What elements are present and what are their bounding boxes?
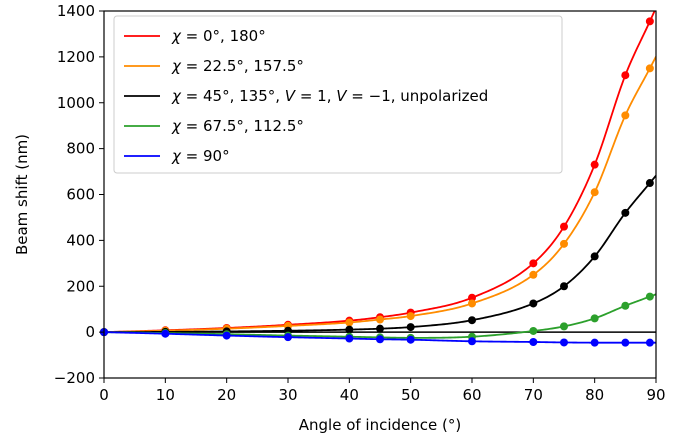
x-tick-label: 60 — [462, 386, 481, 404]
legend-label: χ = 90° — [171, 147, 230, 165]
data-point — [590, 160, 599, 169]
data-point — [645, 17, 654, 26]
legend-item: χ = 90° — [124, 147, 230, 165]
series-layer — [100, 11, 656, 347]
x-tick-label: 90 — [646, 386, 665, 404]
data-point — [645, 292, 654, 301]
legend: χ = 0°, 180° χ = 22.5°, 157.5° χ = 45°, 13… — [113, 15, 563, 174]
series-2 — [100, 56, 656, 337]
data-point — [161, 329, 170, 338]
legend-item: χ = 67.5°, 112.5° — [124, 117, 304, 135]
y-tick-label: 1000 — [57, 94, 95, 112]
data-point — [529, 326, 538, 335]
x-tick-label: 20 — [217, 386, 236, 404]
x-axis-label: Angle of incidence (°) — [299, 416, 461, 434]
data-point — [406, 312, 415, 321]
data-point — [529, 259, 538, 268]
x-tick-label: 0 — [99, 386, 109, 404]
y-tick-label: −200 — [54, 369, 95, 387]
series-line — [104, 175, 656, 334]
data-point — [345, 318, 354, 327]
data-point — [376, 324, 384, 333]
data-point — [406, 335, 415, 344]
y-tick-label: 0 — [85, 323, 95, 341]
data-point — [621, 111, 630, 120]
data-point — [529, 299, 538, 308]
data-point — [529, 270, 538, 279]
data-point — [590, 314, 599, 323]
legend-label: χ = 45°, 135°, V = 1, V = −1, unpolarize… — [171, 87, 488, 105]
data-point — [621, 338, 630, 347]
y-tick-label: 600 — [66, 186, 95, 204]
y-tick-label: 1400 — [57, 2, 95, 20]
y-tick-label: 400 — [66, 231, 95, 249]
data-point — [590, 252, 599, 261]
x-tick-label: 50 — [401, 386, 420, 404]
data-point — [560, 222, 568, 231]
data-point — [560, 322, 568, 331]
legend-label: χ = 0°, 180° — [171, 27, 266, 45]
x-tick-label: 70 — [524, 386, 543, 404]
data-point — [590, 338, 599, 347]
series-3 — [100, 175, 656, 337]
legend-item: χ = 0°, 180° — [124, 27, 266, 45]
data-point — [468, 337, 476, 346]
data-point — [284, 333, 292, 342]
data-point — [590, 188, 599, 197]
data-point — [222, 331, 231, 340]
y-tick-label: 800 — [66, 140, 95, 158]
data-point — [621, 301, 630, 310]
data-point — [560, 282, 568, 291]
x-tick-label: 10 — [156, 386, 175, 404]
data-point — [560, 239, 568, 248]
data-point — [645, 338, 654, 347]
data-point — [406, 323, 415, 332]
legend-label: χ = 22.5°, 157.5° — [171, 57, 304, 75]
data-point — [468, 316, 476, 325]
x-tick-label: 80 — [585, 386, 604, 404]
data-point — [621, 208, 630, 217]
data-point — [560, 338, 568, 347]
data-point — [645, 64, 654, 73]
data-point — [468, 293, 476, 302]
data-point — [376, 335, 384, 344]
legend-label: χ = 67.5°, 112.5° — [171, 117, 304, 135]
y-tick-label: 1200 — [57, 48, 95, 66]
data-point — [345, 325, 354, 334]
y-axis-label: Beam shift (nm) — [13, 134, 31, 255]
series-5 — [100, 328, 656, 347]
data-point — [468, 299, 476, 308]
data-point — [376, 315, 384, 324]
legend-item: χ = 45°, 135°, V = 1, V = −1, unpolarize… — [124, 87, 488, 105]
data-point — [621, 71, 630, 80]
x-tick-label: 40 — [340, 386, 359, 404]
y-tick-label: 200 — [66, 277, 95, 295]
data-point — [529, 337, 538, 346]
data-point — [345, 334, 354, 343]
x-tick-label: 30 — [278, 386, 297, 404]
legend-item: χ = 22.5°, 157.5° — [124, 57, 304, 75]
axes-layer: 0 10 20 30 40 50 60 70 80 90−20002004006008001000… — [54, 2, 666, 404]
data-point — [645, 179, 654, 188]
legend-box — [113, 15, 563, 174]
